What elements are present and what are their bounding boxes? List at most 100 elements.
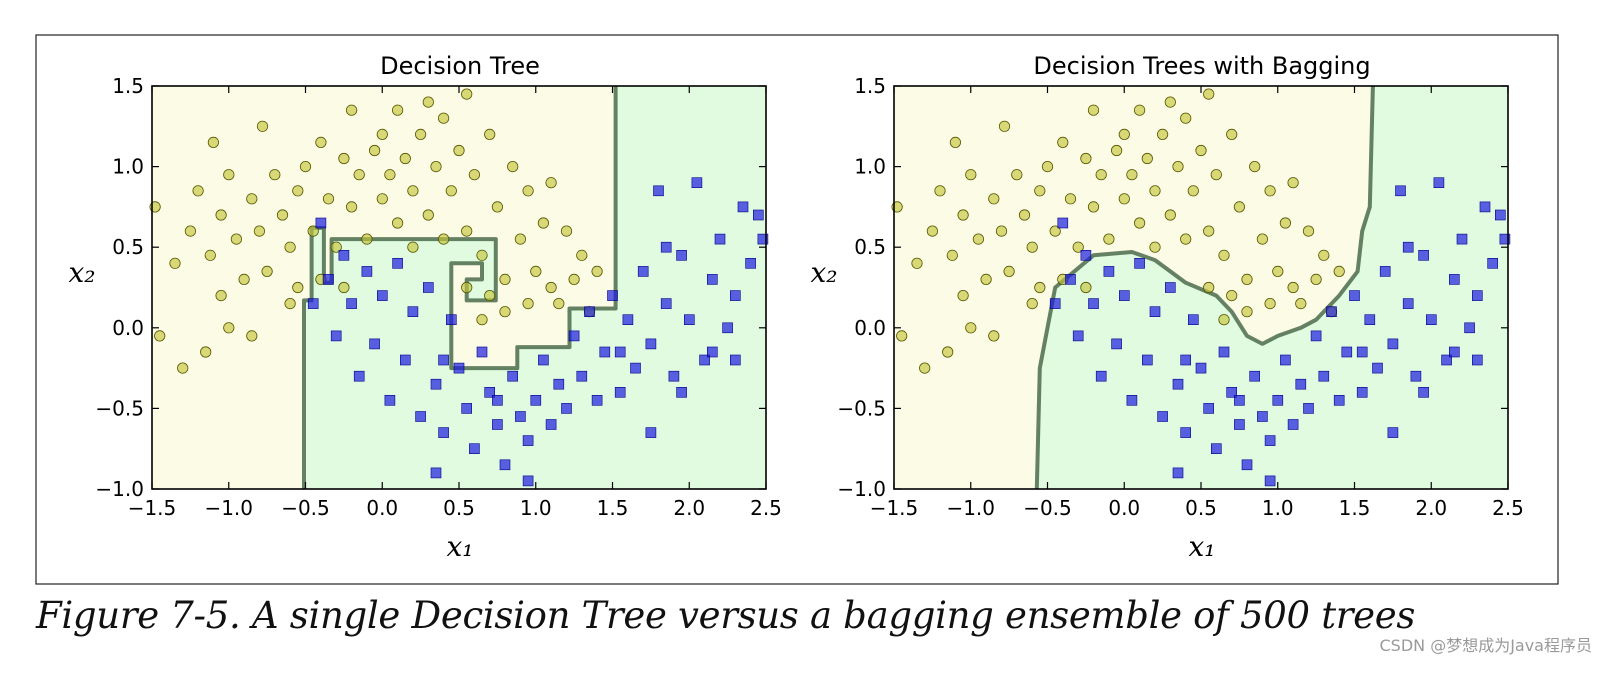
data-point-class-1 <box>614 386 626 398</box>
data-point-class-1 <box>499 459 511 471</box>
data-point-class-0 <box>384 169 396 181</box>
data-point-class-1 <box>714 233 726 245</box>
data-point-class-0 <box>322 193 335 205</box>
data-point-class-0 <box>1111 144 1123 157</box>
data-point-class-1 <box>1257 411 1268 422</box>
data-point-class-0 <box>522 185 534 197</box>
x-tick-label: −0.5 <box>281 496 330 520</box>
data-point-class-1 <box>553 378 565 390</box>
data-point-class-0 <box>1295 297 1307 310</box>
data-point-class-0 <box>445 185 457 197</box>
data-point-class-1 <box>706 274 718 285</box>
data-point-class-1 <box>1111 338 1122 350</box>
y-tick-label: 0.0 <box>112 316 144 340</box>
data-point-class-1 <box>438 354 449 366</box>
data-point-class-0 <box>361 233 373 245</box>
data-point-class-1 <box>1479 201 1491 213</box>
data-point-class-0 <box>1118 128 1130 140</box>
data-point-class-1 <box>1149 306 1161 318</box>
data-point-class-1 <box>660 298 672 309</box>
data-point-class-0 <box>1264 297 1276 310</box>
data-point-class-1 <box>1065 274 1076 285</box>
y-tick-label: −1.0 <box>95 477 144 501</box>
data-point-class-0 <box>1018 209 1031 221</box>
data-point-class-1 <box>568 330 580 342</box>
data-point-class-1 <box>691 177 703 188</box>
data-point-class-0 <box>1041 161 1054 173</box>
data-point-class-0 <box>437 233 450 245</box>
data-point-class-1 <box>1472 290 1483 301</box>
data-point-class-0 <box>223 169 235 181</box>
data-point-class-1 <box>737 201 749 213</box>
data-point-class-0 <box>461 225 473 237</box>
data-point-class-0 <box>1034 185 1046 197</box>
data-point-class-1 <box>607 290 618 301</box>
data-point-class-1 <box>745 257 756 269</box>
data-point-class-1 <box>1449 274 1460 285</box>
data-point-class-0 <box>246 193 258 205</box>
data-point-class-1 <box>1218 346 1230 358</box>
data-point-class-0 <box>200 346 212 358</box>
data-point-class-0 <box>1134 217 1146 229</box>
data-point-class-1 <box>1310 330 1322 342</box>
data-point-class-0 <box>353 169 365 181</box>
data-point-class-0 <box>177 362 189 374</box>
data-point-class-1 <box>422 282 434 293</box>
data-point-class-1 <box>1188 314 1199 326</box>
data-point-class-0 <box>246 330 258 342</box>
data-point-class-0 <box>338 281 350 294</box>
data-point-class-1 <box>1402 241 1414 253</box>
data-point-class-1 <box>438 427 449 438</box>
data-point-class-1 <box>1341 346 1353 358</box>
data-point-class-1 <box>1234 419 1245 430</box>
data-point-class-1 <box>1157 411 1168 422</box>
data-point-class-0 <box>1272 265 1284 277</box>
data-point-class-1 <box>645 427 657 438</box>
data-point-class-1 <box>1464 322 1475 334</box>
data-point-class-0 <box>1226 128 1238 140</box>
data-point-class-0 <box>453 144 465 157</box>
data-point-class-1 <box>683 314 695 326</box>
y-tick-label: −1.0 <box>837 477 886 501</box>
data-point-class-1 <box>614 346 626 358</box>
data-point-class-1 <box>1172 467 1184 479</box>
x-tick-label: −1.5 <box>128 496 177 520</box>
data-point-class-0 <box>1164 209 1176 221</box>
data-point-class-1 <box>1088 298 1099 309</box>
data-point-class-0 <box>204 249 216 261</box>
data-point-class-1 <box>1241 459 1253 471</box>
data-point-class-0 <box>1218 314 1230 326</box>
data-point-class-1 <box>1080 250 1092 261</box>
data-point-class-0 <box>988 193 1000 205</box>
data-point-class-0 <box>1203 281 1215 294</box>
x-tick-label: 0.0 <box>1108 496 1140 520</box>
data-point-class-0 <box>998 120 1011 132</box>
data-point-class-0 <box>269 169 281 181</box>
data-point-class-0 <box>391 217 404 229</box>
data-point-class-0 <box>1180 112 1192 124</box>
data-point-class-1 <box>1349 290 1360 301</box>
data-point-class-1 <box>1134 257 1145 269</box>
data-point-class-1 <box>476 346 488 358</box>
data-point-class-0 <box>1003 265 1015 277</box>
x-tick-label: 2.5 <box>1492 496 1524 520</box>
data-point-class-1 <box>384 394 396 406</box>
data-point-class-0 <box>568 273 580 285</box>
data-point-class-0 <box>1180 233 1192 245</box>
data-point-class-0 <box>1287 177 1299 189</box>
data-point-class-1 <box>752 209 764 221</box>
data-point-class-0 <box>919 362 931 374</box>
data-point-class-1 <box>1234 394 1245 406</box>
data-point-class-1 <box>1387 427 1399 438</box>
data-point-class-1 <box>1264 435 1276 446</box>
region-class-0 <box>152 86 616 489</box>
data-point-class-1 <box>1165 282 1176 293</box>
y-tick-label: 1.5 <box>854 74 886 98</box>
data-point-class-0 <box>988 330 1000 342</box>
data-point-class-0 <box>345 104 358 116</box>
data-point-class-0 <box>407 241 419 253</box>
data-point-class-0 <box>184 225 196 237</box>
data-point-class-1 <box>522 475 534 487</box>
data-point-class-0 <box>530 265 542 277</box>
data-point-class-1 <box>1433 177 1445 188</box>
